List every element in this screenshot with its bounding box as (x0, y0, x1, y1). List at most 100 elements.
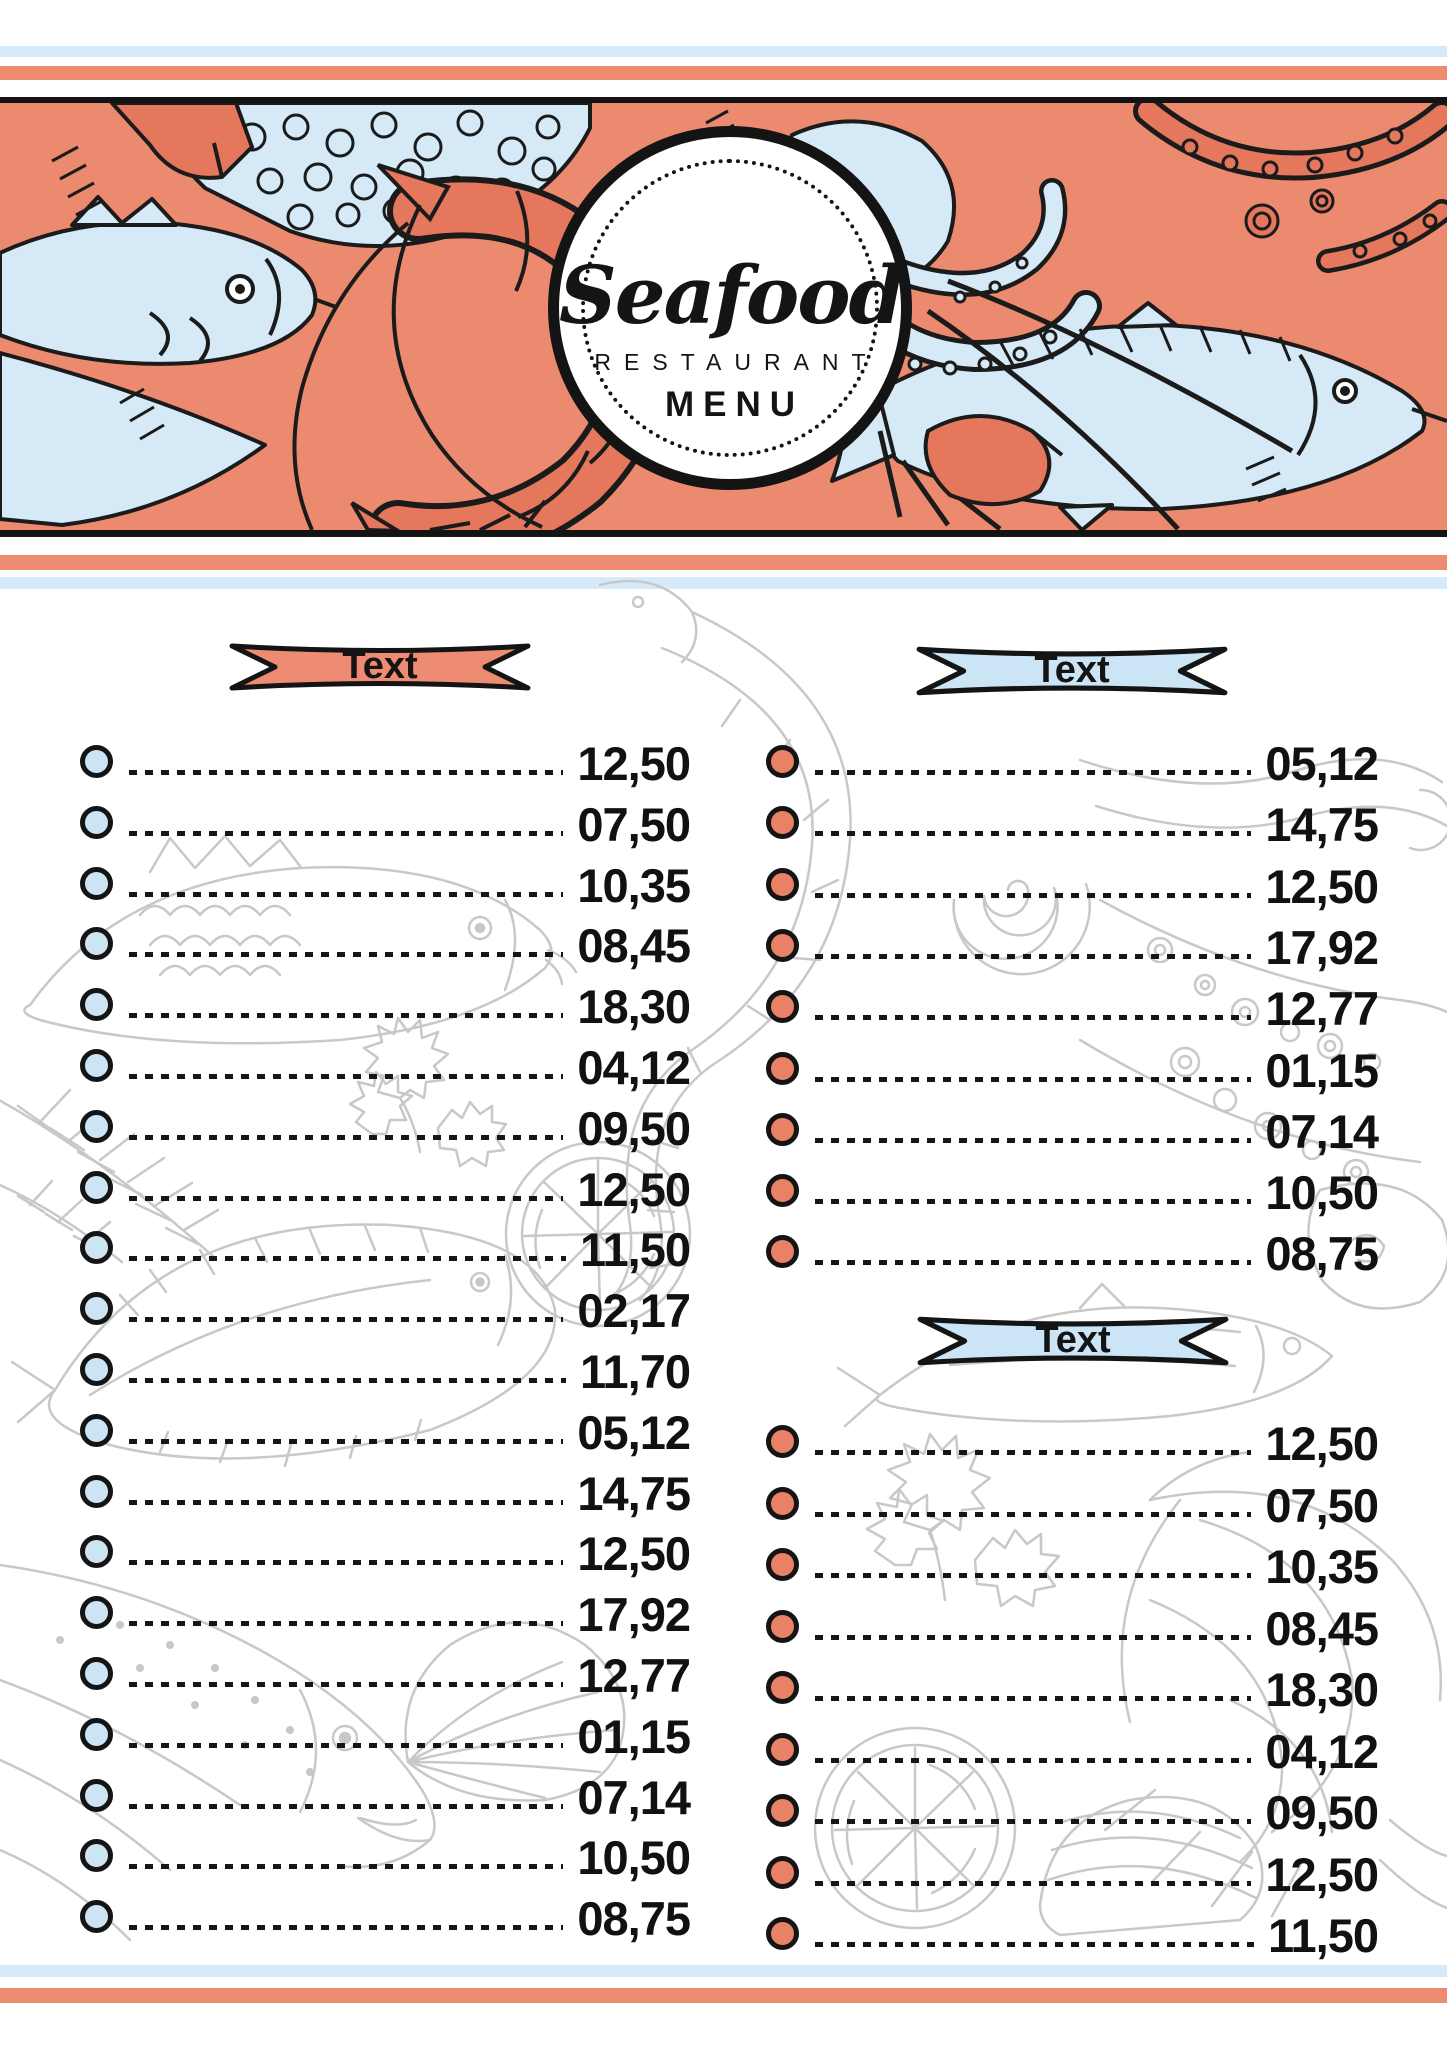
price-value: 07,50 (577, 797, 691, 851)
bullet-circle (766, 1112, 799, 1146)
menu-item-row: 14,75 (766, 797, 1379, 848)
dotted-leader (815, 953, 1252, 959)
bullet-circle (766, 1486, 799, 1520)
dotted-leader (815, 1880, 1252, 1886)
bullet-circle (80, 988, 113, 1022)
price-value: 18,30 (1265, 1663, 1379, 1716)
ribbon-banner-shape (917, 1316, 1229, 1366)
ribbon-banner-shape (229, 643, 531, 691)
dotted-leader (815, 1573, 1252, 1578)
menu-item-row: 12,50 (80, 1162, 691, 1213)
bullet-circle (80, 745, 113, 778)
menu-item-row: 11,70 (80, 1344, 691, 1395)
price-value: 08,45 (1265, 1601, 1379, 1655)
menu-item-row: 12,77 (80, 1648, 691, 1699)
bottom-blue-stripe (0, 1965, 1447, 1977)
price-value: 17,92 (1265, 920, 1379, 974)
ribbon-left: Text (227, 634, 533, 700)
bullet-circle (766, 867, 799, 901)
menu-item-row: 17,92 (80, 1587, 691, 1638)
price-value: 10,35 (1265, 1540, 1379, 1593)
dotted-leader (815, 1511, 1252, 1517)
dotted-leader (129, 1742, 564, 1748)
dotted-leader (129, 1925, 564, 1931)
menu-item-row: 08,75 (766, 1226, 1379, 1277)
bullet-circle (766, 1051, 799, 1085)
bullet-circle (766, 1917, 799, 1950)
bullet-circle (766, 1794, 799, 1827)
dotted-leader (815, 1450, 1252, 1455)
menu-item-row: 10,50 (766, 1165, 1379, 1216)
menu-item-row: 05,12 (766, 736, 1379, 787)
price-value: 07,14 (577, 1770, 691, 1824)
ribbon-banner-shape (916, 646, 1228, 696)
dotted-leader (129, 1621, 564, 1627)
dotted-leader (815, 892, 1252, 898)
dotted-leader (815, 1634, 1252, 1640)
menu-item-row: 12,50 (766, 859, 1379, 910)
restaurant-badge: Seafood RESTAURANT MENU (548, 126, 912, 490)
bullet-circle (766, 1609, 799, 1643)
dotted-leader (815, 1819, 1252, 1824)
dotted-leader (129, 1195, 564, 1201)
ribbon-right-bottom: Text (915, 1305, 1231, 1377)
menu-item-row: 12,50 (766, 1416, 1379, 1467)
bullet-circle (80, 805, 113, 839)
menu-item-row: 07,14 (766, 1104, 1379, 1155)
menu-item-row: 12,77 (766, 981, 1379, 1032)
menu-item-row: 11,50 (766, 1908, 1379, 1959)
top-blue-stripe (0, 46, 1447, 57)
bullet-circle (80, 927, 113, 961)
dotted-leader (129, 830, 564, 836)
bullet-circle (80, 1717, 113, 1751)
dotted-leader (129, 770, 564, 775)
price-value: 08,75 (1265, 1227, 1379, 1281)
ribbon-right-top: Text (914, 636, 1230, 706)
price-value: 10,50 (577, 1831, 691, 1885)
price-value: 05,12 (1265, 737, 1379, 790)
dotted-leader (129, 1013, 564, 1019)
ribbon-left-label: Text (342, 645, 418, 687)
menu-item-row: 01,15 (766, 1043, 1379, 1094)
menu-item-row: 08,45 (80, 918, 691, 969)
menu-item-row: 18,30 (80, 979, 691, 1030)
menu-item-row: 07,50 (766, 1478, 1379, 1529)
bullet-circle (80, 1109, 113, 1143)
price-value: 01,15 (577, 1709, 691, 1763)
menu-item-row: 04,12 (80, 1040, 691, 1091)
menu-item-row: 10,35 (766, 1539, 1379, 1590)
price-value: 02,17 (577, 1284, 691, 1338)
dotted-leader (129, 1438, 564, 1444)
dotted-leader (815, 1076, 1252, 1082)
dotted-leader (129, 1256, 566, 1262)
top-coral-stripe (0, 66, 1447, 80)
price-value: 08,45 (577, 919, 691, 973)
price-value: 12,50 (577, 1527, 691, 1581)
bullet-circle (80, 1170, 113, 1204)
bullet-circle (766, 1855, 799, 1889)
menu-item-row: 07,14 (80, 1770, 691, 1821)
ribbon-right-top-label: Text (1034, 649, 1110, 691)
menu-item-row: 04,12 (766, 1724, 1379, 1775)
dotted-leader (815, 770, 1252, 775)
menu-item-row: 17,92 (766, 920, 1379, 971)
price-value: 11,70 (579, 1345, 691, 1398)
menu-item-row: 12,50 (766, 1847, 1379, 1898)
price-value: 12,50 (577, 1162, 691, 1216)
price-value: 05,12 (577, 1405, 691, 1459)
price-value: 12,77 (577, 1649, 691, 1702)
mid-coral-stripe (0, 555, 1447, 570)
price-value: 07,14 (1265, 1104, 1379, 1158)
menu-item-row: 12,50 (80, 736, 691, 787)
dotted-leader (129, 952, 564, 958)
menu-item-row: 09,50 (766, 1785, 1379, 1836)
price-value: 10,35 (577, 858, 691, 912)
menu-item-row: 08,45 (766, 1601, 1379, 1652)
price-value: 04,12 (1265, 1724, 1379, 1778)
ribbon-right-bottom-label: Text (1035, 1319, 1111, 1361)
bullet-circle (766, 1732, 799, 1766)
price-value: 12,50 (1265, 859, 1379, 913)
mid-blue-stripe (0, 577, 1447, 589)
menu-item-row: 05,12 (80, 1405, 691, 1456)
bullet-circle (80, 1657, 113, 1690)
